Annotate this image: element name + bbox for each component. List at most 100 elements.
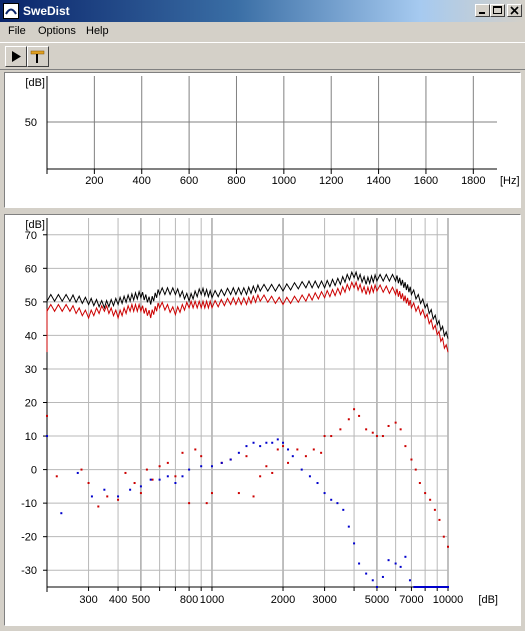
data-point-blue [245, 445, 248, 448]
x-tick-label: 1400 [366, 175, 390, 187]
x-tick-label: 1000 [272, 175, 296, 187]
data-point-blue [308, 475, 311, 478]
window-title: SweDist [23, 4, 70, 18]
data-point-red [276, 448, 279, 451]
data-point-blue [200, 465, 203, 468]
x-tick-label: 400 [133, 175, 151, 187]
data-point-red [151, 478, 154, 481]
data-point-blue [287, 448, 290, 451]
data-point-blue [330, 498, 333, 501]
x-tick-label: 500 [132, 594, 150, 606]
data-point-red [124, 471, 127, 474]
data-point-red [252, 495, 255, 498]
data-point-blue [381, 575, 384, 578]
x-tick-label: 1200 [319, 175, 343, 187]
data-point-red [399, 428, 402, 431]
y-tick-label: -30 [21, 565, 37, 577]
minimize-button[interactable] [475, 4, 490, 17]
data-point-blue [365, 572, 368, 575]
data-point-red [133, 482, 136, 485]
x-tick-label: 800 [227, 175, 245, 187]
data-point-red [304, 455, 307, 458]
swedist-app-icon [3, 3, 19, 19]
data-point-red [330, 435, 333, 438]
y-tick-label: 70 [25, 230, 37, 242]
toolbar [0, 42, 525, 70]
y-tick-label: -10 [21, 498, 37, 510]
maximize-button[interactable] [490, 4, 505, 17]
menu-bar: File Options Help [0, 22, 525, 41]
data-point-blue [276, 438, 279, 441]
data-point-red [447, 545, 449, 548]
data-point-blue [300, 468, 303, 471]
data-point-blue [259, 445, 262, 448]
y-tick-label: 0 [31, 465, 37, 477]
data-point-red [438, 518, 441, 521]
data-point-red [174, 475, 177, 478]
spectrum-chart-panel: 200 400 600 800 1000 1200 1400 1600 1800 50 [dB] [H… [4, 72, 521, 208]
data-point-red [188, 502, 191, 505]
close-button[interactable] [507, 4, 522, 17]
data-point-red [181, 451, 184, 454]
maximize-icon [493, 6, 502, 14]
play-icon [12, 51, 21, 62]
data-point-red [139, 492, 142, 495]
data-point-blue [375, 586, 378, 588]
x-tick-label: 7000 [399, 594, 423, 606]
data-point-red [312, 448, 315, 451]
x-tick-label: 300 [79, 594, 97, 606]
data-point-blue [399, 565, 402, 568]
x-tick-label: 600 [180, 175, 198, 187]
y-tick-label: 30 [25, 364, 37, 376]
data-point-red [339, 428, 342, 431]
data-point-blue [237, 451, 240, 454]
data-point-blue [336, 502, 339, 505]
data-point-blue [158, 478, 161, 481]
y-axis-label: [dB] [25, 77, 45, 89]
data-point-blue [291, 455, 294, 458]
data-point-red [80, 468, 83, 471]
data-point-red [347, 418, 350, 421]
data-point-red [55, 475, 58, 478]
spectrum-chart: 200 400 600 800 1000 1200 1400 1600 1800 50 [dB] [H… [25, 76, 520, 187]
data-point-red [117, 498, 120, 501]
x-tick-label: 10000 [433, 594, 464, 606]
data-point-red [205, 502, 208, 505]
data-point-blue [174, 482, 177, 485]
minimize-icon [479, 12, 485, 14]
data-point-blue [316, 482, 319, 485]
data-point-red [265, 465, 268, 468]
y-tick-label: 50 [25, 117, 37, 129]
menu-help[interactable]: Help [86, 25, 109, 37]
data-point-red [245, 455, 248, 458]
data-point-red [365, 428, 368, 431]
data-point-blue [76, 471, 79, 474]
data-point-red [194, 448, 197, 451]
data-point-red [429, 498, 432, 501]
data-point-blue [90, 495, 93, 498]
data-point-blue [323, 492, 326, 495]
data-point-blue [229, 458, 232, 461]
data-point-red [375, 435, 378, 438]
data-point-blue [394, 562, 397, 565]
data-point-red [271, 471, 274, 474]
y-tick-label: -20 [21, 532, 37, 544]
y-tick-label: 10 [25, 431, 37, 443]
close-icon [510, 6, 519, 15]
y-axis-label: [dB] [25, 219, 45, 231]
probe-button[interactable] [27, 46, 49, 67]
data-point-red [145, 468, 148, 471]
data-point-blue [371, 579, 374, 582]
data-point-red [323, 435, 326, 438]
data-point-blue [342, 508, 345, 511]
data-point-red [424, 492, 427, 495]
play-button[interactable] [5, 46, 27, 67]
y-tick-label: 20 [25, 398, 37, 410]
data-point-blue [404, 555, 407, 558]
data-point-blue [103, 488, 106, 491]
menu-file[interactable]: File [8, 25, 26, 37]
data-point-red [166, 461, 169, 464]
data-point-blue [46, 435, 48, 438]
x-tick-label: 3000 [312, 594, 336, 606]
menu-options[interactable]: Options [38, 25, 76, 37]
